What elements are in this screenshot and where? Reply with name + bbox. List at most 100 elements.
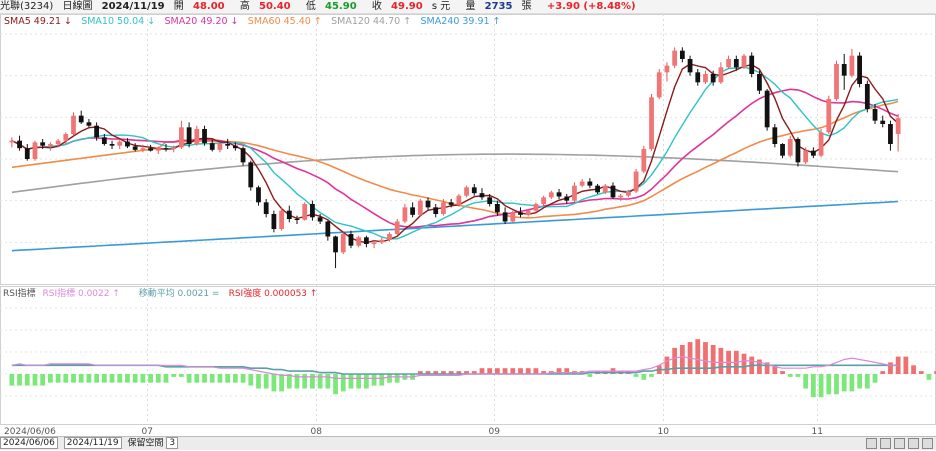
end-date-input[interactable]: 2024/11/19 bbox=[63, 437, 122, 449]
strength-bar bbox=[232, 374, 238, 383]
x-tick-label: 2024/06/06 bbox=[4, 427, 56, 437]
zoom-in-icon[interactable] bbox=[880, 438, 891, 449]
candle-body bbox=[795, 139, 801, 163]
strength-bar bbox=[464, 371, 469, 374]
candle-body bbox=[448, 202, 454, 205]
strength-bar bbox=[340, 374, 346, 392]
strength-bar bbox=[703, 342, 708, 374]
candle-body bbox=[803, 150, 809, 163]
strength-bar bbox=[217, 374, 223, 383]
candle-body bbox=[179, 127, 184, 148]
candle-body bbox=[371, 242, 377, 244]
strength-bar bbox=[926, 374, 932, 380]
strength-bar bbox=[109, 374, 115, 383]
keep-space-input[interactable]: 3 bbox=[166, 437, 179, 449]
candle-body bbox=[479, 193, 485, 198]
strength-bar bbox=[125, 374, 130, 383]
open-label: 開 bbox=[173, 1, 184, 12]
candle-body bbox=[687, 59, 693, 73]
strength-bar bbox=[633, 374, 639, 377]
x-tick-label: 11 bbox=[812, 427, 823, 437]
strength-bar bbox=[541, 371, 547, 374]
period-label: 日線圖 bbox=[62, 1, 93, 12]
candle-body bbox=[356, 237, 362, 246]
candle-body bbox=[125, 141, 130, 147]
candle-body bbox=[47, 144, 53, 146]
strength-bar bbox=[641, 374, 647, 380]
strength-bar bbox=[803, 374, 809, 389]
strength-bar bbox=[417, 371, 423, 374]
strength-bar bbox=[525, 368, 531, 374]
sub-legend-item: RSI指標 bbox=[3, 287, 36, 299]
legend-sma60: SMA60 45.40 ↑ bbox=[248, 16, 322, 27]
candle-body bbox=[9, 140, 15, 143]
candle-body bbox=[140, 148, 146, 150]
zoom-out-icon[interactable] bbox=[866, 438, 877, 449]
change-value: +3.90 (+8.48%) bbox=[546, 1, 636, 12]
strength-bar bbox=[487, 368, 493, 374]
candle-body bbox=[888, 124, 893, 144]
candle-body bbox=[780, 144, 785, 156]
candle-body bbox=[248, 162, 254, 188]
strength-bar bbox=[888, 362, 893, 374]
strength-bar bbox=[494, 368, 500, 374]
candle-body bbox=[387, 234, 392, 240]
candle-body bbox=[379, 239, 385, 243]
candle-body bbox=[425, 200, 431, 208]
candle-body bbox=[872, 109, 878, 121]
strength-bar bbox=[202, 374, 207, 383]
candle-body bbox=[117, 141, 123, 146]
range-bar: 2024/06/06 2024/11/19 保留空間 3 bbox=[0, 436, 936, 450]
candle-body bbox=[710, 74, 716, 83]
strength-bar bbox=[649, 374, 654, 377]
start-date-input[interactable]: 2024/06/06 bbox=[0, 437, 58, 449]
strength-bar bbox=[379, 374, 385, 386]
strength-bar bbox=[209, 374, 215, 383]
candle-body bbox=[579, 181, 585, 186]
candle-body bbox=[32, 142, 38, 159]
strength-bar bbox=[872, 374, 878, 383]
candle-body bbox=[610, 185, 616, 198]
candle-body bbox=[310, 204, 315, 218]
strength-bar bbox=[78, 374, 84, 383]
legend-sma5: SMA5 49.21 ↓ bbox=[4, 16, 72, 27]
rsi-line bbox=[11, 355, 899, 379]
strength-bar bbox=[780, 371, 785, 374]
strength-bar bbox=[818, 374, 824, 398]
strength-bar bbox=[294, 374, 300, 389]
candle-body bbox=[209, 143, 215, 150]
strength-bar bbox=[471, 371, 477, 374]
strength-bar bbox=[433, 371, 439, 374]
strength-bar bbox=[348, 374, 354, 389]
scroll-right-icon[interactable] bbox=[908, 438, 919, 449]
strength-bar bbox=[356, 374, 362, 389]
candle-body bbox=[109, 144, 115, 146]
candle-body bbox=[556, 192, 562, 197]
strength-bar bbox=[672, 347, 678, 374]
x-tick-label: 08 bbox=[311, 427, 323, 437]
candle-body bbox=[302, 204, 308, 220]
scroll-left-icon[interactable] bbox=[894, 438, 905, 449]
strength-bar bbox=[394, 374, 400, 383]
candle-body bbox=[40, 142, 46, 146]
strength-bar bbox=[911, 365, 916, 374]
strength-bar bbox=[695, 339, 701, 374]
candle-body bbox=[695, 72, 701, 83]
strength-bar bbox=[17, 374, 22, 386]
candle-body bbox=[155, 148, 161, 151]
candle-body bbox=[194, 129, 200, 144]
settings-icon[interactable] bbox=[922, 438, 933, 449]
strength-bar bbox=[510, 368, 516, 374]
sma60-line bbox=[11, 100, 899, 219]
candle-body bbox=[494, 204, 500, 213]
strength-bar bbox=[71, 374, 76, 383]
candle-body bbox=[441, 202, 446, 214]
strength-bar bbox=[718, 347, 724, 374]
candle-body bbox=[263, 202, 269, 214]
x-tick-label: 09 bbox=[489, 427, 501, 437]
strength-bar bbox=[810, 374, 816, 398]
candle-body bbox=[456, 195, 462, 205]
strength-bar bbox=[841, 374, 847, 392]
strength-bar bbox=[171, 374, 177, 377]
